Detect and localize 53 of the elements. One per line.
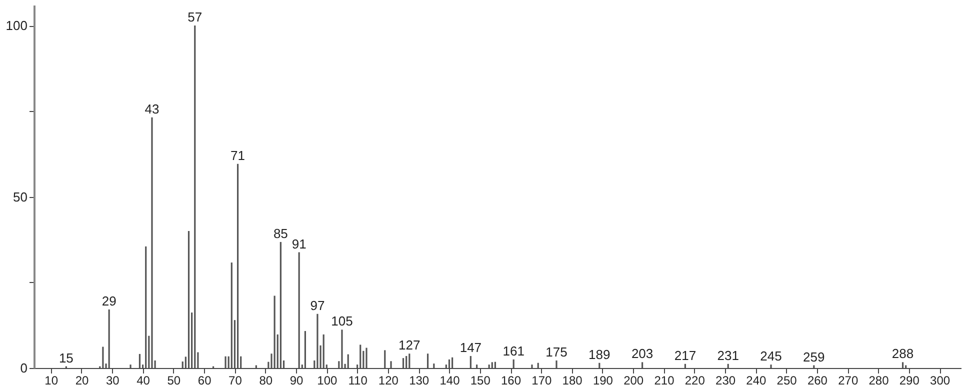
y-tick-label: 100: [6, 18, 28, 34]
x-tick-label: 100: [317, 374, 338, 388]
annotation: 147: [460, 340, 482, 356]
x-tick-label: 30: [106, 374, 120, 388]
x-tick-label: 150: [470, 374, 491, 388]
annotation: 127: [398, 338, 420, 353]
annotation: 85: [273, 226, 288, 241]
x-tick-label: 220: [684, 374, 706, 388]
y-tick-label: 0: [20, 360, 28, 376]
x-tick-label: 250: [776, 374, 798, 388]
x-tick-label: 300: [930, 374, 950, 388]
x-tick-label: 270: [838, 374, 858, 388]
x-tick-label: 110: [348, 374, 368, 388]
annotation: 29: [102, 293, 116, 308]
x-tick-label: 120: [378, 374, 399, 388]
annotation: 259: [803, 349, 825, 364]
x-tick-label: 70: [228, 374, 242, 388]
x-tick-label: 80: [259, 374, 273, 388]
x-tick-label: 170: [532, 374, 552, 388]
annotation: 15: [58, 350, 74, 366]
x-tick-label: 10: [44, 374, 58, 388]
annotation: 57: [188, 10, 202, 25]
x-tick-label: 130: [409, 374, 430, 388]
x-tick-label: 60: [198, 374, 212, 388]
annotation: 97: [310, 298, 325, 313]
annotation: 71: [230, 148, 246, 163]
x-tick-label: 50: [167, 374, 181, 388]
x-tick-label: 180: [562, 374, 583, 388]
x-tick-label: 140: [440, 374, 460, 388]
annotation: 91: [292, 236, 306, 252]
annotation: 175: [546, 344, 568, 360]
x-tick-label: 200: [624, 374, 644, 388]
annotation: 245: [760, 348, 782, 364]
y-tick-label: 50: [13, 189, 28, 204]
annotation: 189: [588, 346, 610, 362]
x-tick-label: 290: [899, 374, 920, 388]
x-tick-label: 230: [716, 374, 736, 388]
x-tick-label: 40: [136, 374, 150, 388]
annotation: 161: [502, 343, 524, 358]
annotation: 217: [674, 348, 696, 363]
annotation: 288: [892, 346, 914, 362]
x-tick-label: 260: [807, 374, 828, 388]
x-tick-label: 90: [290, 374, 304, 388]
annotation: 105: [331, 314, 353, 329]
x-tick-label: 210: [654, 374, 675, 388]
x-tick-label: 160: [501, 374, 522, 388]
annotation: 231: [717, 348, 739, 363]
x-tick-label: 20: [75, 374, 89, 388]
annotation: 203: [631, 346, 654, 362]
x-tick-label: 190: [592, 374, 614, 388]
x-tick-label: 280: [868, 374, 890, 388]
x-tick-label: 240: [746, 374, 767, 388]
annotation: 43: [144, 101, 160, 116]
